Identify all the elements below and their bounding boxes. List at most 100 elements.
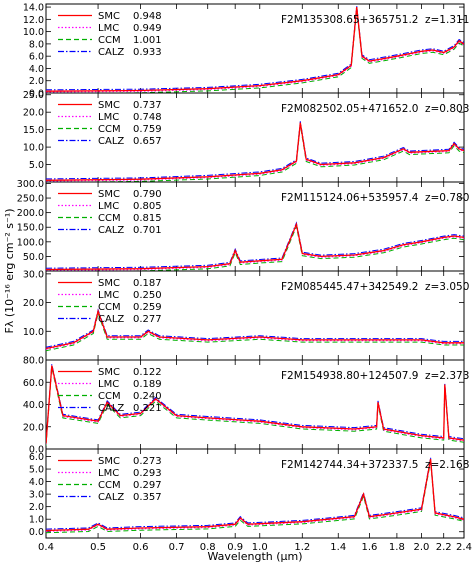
legend-value: 0.189 — [133, 379, 162, 390]
y-tick-label: 2.0 — [29, 76, 44, 87]
y-tick-label: 12.0 — [23, 15, 44, 26]
spectrum-panel-1: 0.0 2.04.06.0 8.010.012.014.0 SMC 0.948 LMC 0.… — [23, 3, 470, 100]
object-name: F2M142744.34+372337.5 — [281, 459, 418, 471]
spectrum-panel-2: 5.0 10.0 15.0 20.0 25.0 SMC 0.737 LMC 0.748 CCM 0.… — [23, 90, 469, 183]
redshift-label: z=2.373 — [425, 370, 469, 382]
legend-label: LMC — [98, 23, 119, 34]
y-tick-label: 100.0 — [17, 237, 44, 248]
model-curve-smc — [46, 365, 464, 444]
legend-label: CALZ — [98, 403, 124, 414]
y-tick-label: 15.0 — [23, 125, 44, 136]
object-name: F2M135308.65+365751.2 — [281, 14, 418, 26]
model-curve-smc — [46, 7, 464, 92]
spectrum-panel-6: 0.4 0.5 0.6 0.7 0.8 0.9 1.0 1.2 1.4 1.6 1.8 2.0 2.2 2… — [29, 448, 472, 553]
model-curve-smc — [46, 222, 464, 271]
model-curve-smc — [46, 458, 464, 532]
legend-label: SMC — [98, 278, 120, 289]
model-curves — [46, 121, 464, 182]
spectrum-panel-3: 50.0 100.0 150.0 200.0 250.0 300.0 SMC 0.790 LMC… — [17, 179, 469, 272]
legend-value: 0.759 — [133, 124, 162, 135]
legend-label: CALZ — [98, 225, 124, 236]
x-tick-label: 1.8 — [389, 542, 405, 553]
legend-label: LMC — [98, 379, 119, 390]
y-tick-label: 6.0 — [29, 52, 44, 63]
model-curve-calz — [46, 121, 464, 180]
legend-value: 0.259 — [133, 302, 162, 313]
y-tick-label: 0.0 — [29, 89, 44, 100]
x-tick-label: 0.8 — [200, 542, 216, 553]
legend-value: 0.948 — [133, 11, 162, 22]
legend-value: 0.933 — [133, 47, 162, 58]
legend-value: 0.221 — [133, 403, 162, 414]
legend-value: 0.748 — [133, 112, 162, 123]
model-curves — [46, 221, 464, 271]
legend-value: 0.293 — [133, 468, 162, 479]
y-tick-label: 250.0 — [17, 194, 44, 205]
y-tick-label: 200.0 — [17, 208, 44, 219]
legend-label: CCM — [98, 302, 121, 313]
legend-value: 1.001 — [133, 35, 162, 46]
legend-value: 0.790 — [133, 189, 162, 200]
y-tick-label: 3.0 — [29, 490, 44, 501]
x-tick-label: 0.5 — [90, 542, 106, 553]
legend-label: LMC — [98, 201, 119, 212]
y-tick-label: 25.0 — [23, 90, 44, 101]
x-tick-label: 2.0 — [414, 542, 430, 553]
legend-value: 0.815 — [133, 213, 162, 224]
y-tick-label: 60.0 — [23, 378, 44, 389]
model-curve-ccm — [46, 367, 464, 446]
legend-value: 0.250 — [133, 290, 162, 301]
spectrum-panel-4: 10.0 20.0 30.0 SMC 0.187 LMC 0.250 CCM 0.259 CALZ… — [23, 269, 469, 361]
legend-value: 0.701 — [133, 225, 162, 236]
y-tick-label: 40.0 — [23, 400, 44, 411]
y-tick-label: 30.0 — [23, 269, 44, 280]
redshift-label: z=1.311 — [425, 14, 469, 26]
model-curves — [46, 5, 464, 93]
legend-value: 0.297 — [133, 480, 162, 491]
object-name: F2M115124.06+535957.4 — [281, 192, 419, 204]
model-curve-smc — [46, 122, 464, 181]
legend-value: 0.187 — [133, 278, 162, 289]
y-tick-label: 10.0 — [23, 27, 44, 38]
y-tick-label: 5.0 — [29, 160, 44, 171]
y-axis-label: Fλ (10⁻¹⁶ erg cm⁻² s⁻¹) — [3, 208, 16, 333]
y-tick-label: 10.0 — [23, 327, 44, 338]
legend-value: 0.949 — [133, 23, 162, 34]
legend-label: LMC — [98, 468, 119, 479]
model-curves — [46, 308, 464, 352]
x-tick-label: 0.9 — [227, 542, 243, 553]
x-tick-label: 1.6 — [361, 542, 377, 553]
y-tick-label: 4.0 — [29, 477, 44, 488]
legend-value: 0.240 — [133, 391, 162, 402]
legend-label: CCM — [98, 213, 121, 224]
x-tick-label: 1.0 — [252, 542, 268, 553]
redshift-label: z=0.803 — [425, 103, 469, 115]
legend-label: SMC — [98, 456, 120, 467]
legend-label: LMC — [98, 290, 119, 301]
legend-label: SMC — [98, 11, 120, 22]
object-name: F2M154938.80+124507.9 — [281, 370, 418, 382]
model-curve-calz — [46, 221, 464, 269]
legend-label: CCM — [98, 391, 121, 402]
model-curve-calz — [46, 364, 464, 443]
panel-frame — [45, 448, 465, 539]
model-curves — [46, 364, 464, 446]
x-axis-label: Wavelength (μm) — [207, 550, 302, 563]
model-curve-smc — [46, 308, 464, 350]
x-tick-label: 0.4 — [38, 542, 54, 553]
legend-label: CCM — [98, 35, 121, 46]
spectrum-panel-5: 0.0 20.0 40.0 60.0 80.0 SMC 0.122 LMC 0.189 CCM 0.… — [23, 356, 470, 456]
x-tick-label: 0.7 — [169, 542, 185, 553]
x-tick-label: 1.4 — [330, 542, 346, 553]
model-curve-lmc — [46, 310, 464, 350]
y-tick-label: 80.0 — [23, 356, 44, 367]
y-tick-label: 8.0 — [29, 39, 44, 50]
object-name: F2M082502.05+471652.0 — [281, 103, 418, 115]
y-tick-label: 1.0 — [29, 515, 44, 526]
legend-value: 0.657 — [133, 136, 162, 147]
y-tick-label: 5.0 — [29, 465, 44, 476]
legend-value: 0.273 — [133, 456, 162, 467]
y-tick-label: 20.0 — [23, 298, 44, 309]
legend-label: CALZ — [98, 136, 124, 147]
